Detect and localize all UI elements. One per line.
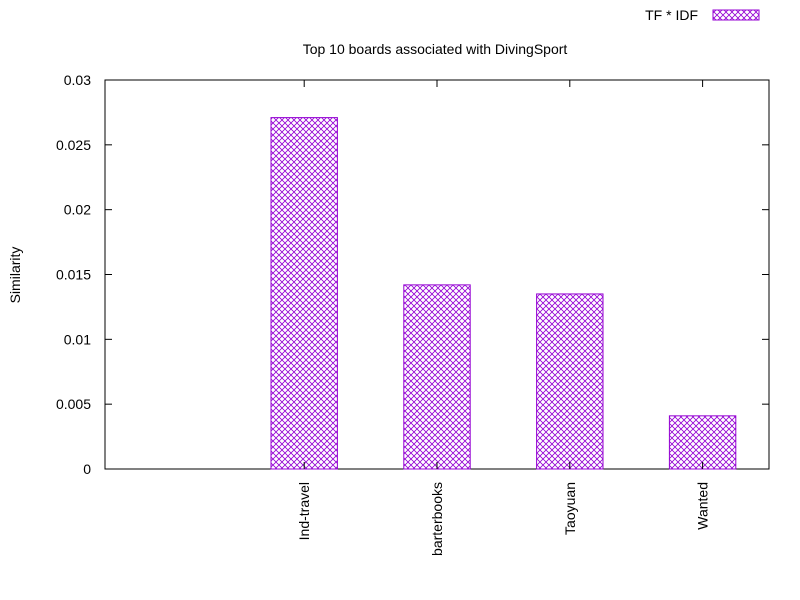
chart-title: Top 10 boards associated with DivingSpor… xyxy=(303,41,568,57)
x-ticks: Ind-travel barterbooks Taoyuan Wanted xyxy=(296,80,711,556)
legend-label: TF * IDF xyxy=(645,7,698,23)
legend: TF * IDF xyxy=(645,7,760,23)
x-tick-label: Wanted xyxy=(695,482,711,530)
bar xyxy=(403,284,471,470)
y-axis-label: Similarity xyxy=(7,247,23,304)
y-tick-label: 0.01 xyxy=(64,331,91,347)
bars xyxy=(270,117,737,470)
bar xyxy=(668,415,737,470)
y-tick-label: 0.02 xyxy=(64,202,91,218)
y-tick-label: 0.025 xyxy=(56,137,91,153)
bar xyxy=(270,117,338,470)
x-tick-label: Ind-travel xyxy=(296,482,312,540)
x-tick-label: barterbooks xyxy=(429,482,445,556)
bar xyxy=(536,293,604,470)
y-ticks: 0 0.005 0.01 0.015 0.02 0.025 0.03 xyxy=(56,72,769,477)
y-tick-label: 0 xyxy=(83,461,91,477)
y-tick-label: 0.015 xyxy=(56,267,91,283)
legend-swatch xyxy=(712,9,760,21)
y-tick-label: 0.005 xyxy=(56,396,91,412)
x-tick-label: Taoyuan xyxy=(562,482,578,535)
y-tick-label: 0.03 xyxy=(64,72,91,88)
